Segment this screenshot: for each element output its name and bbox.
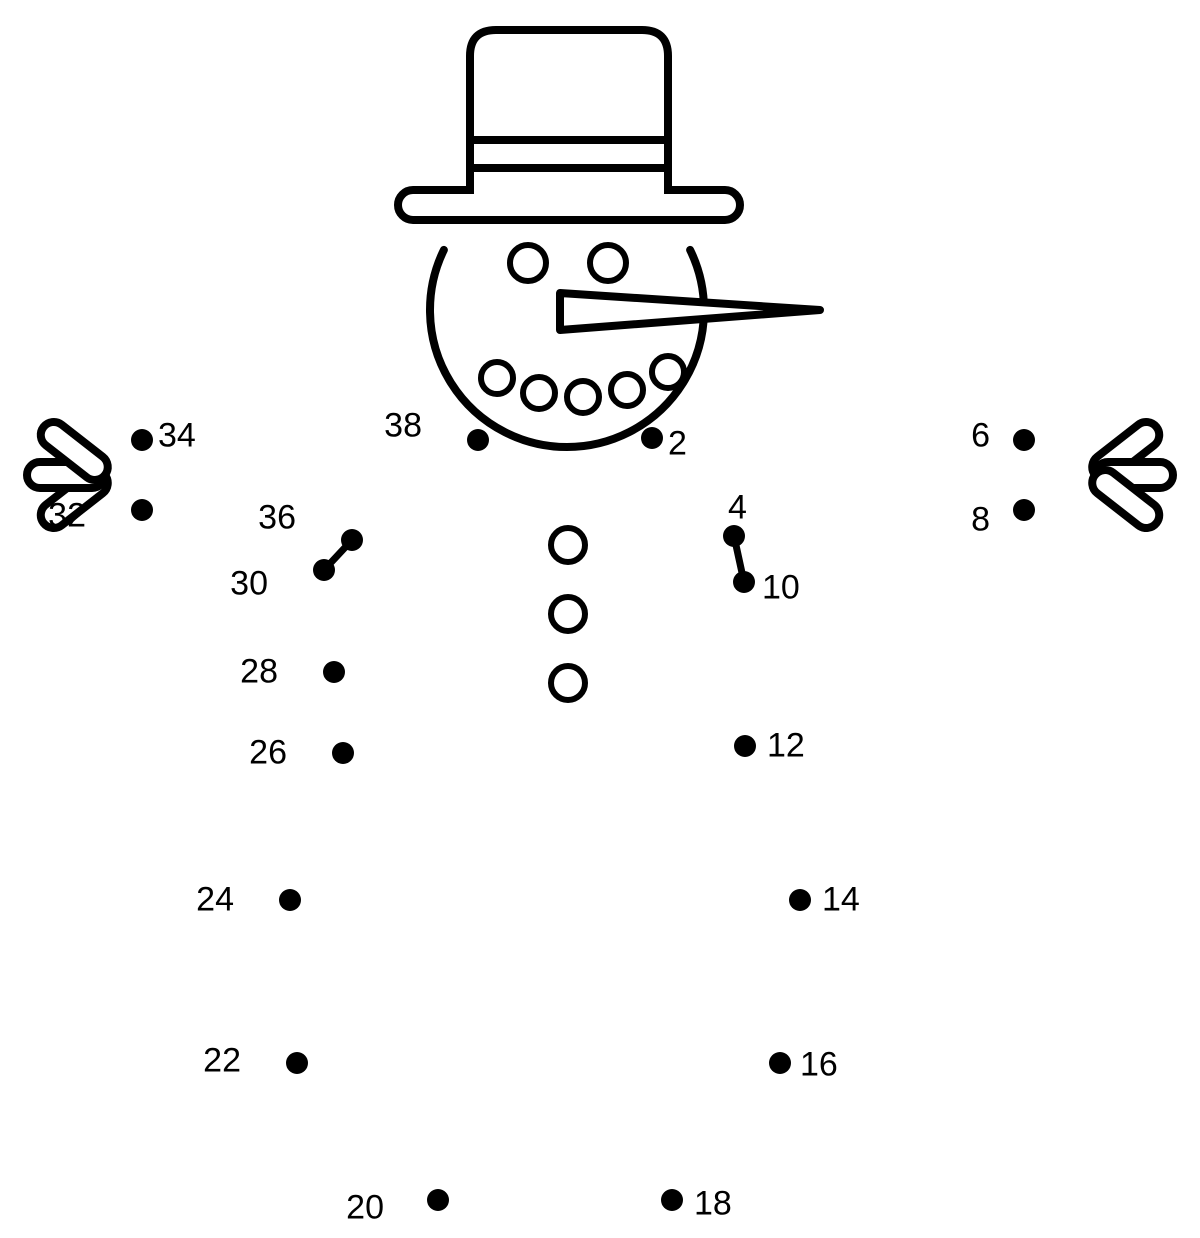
dot-22 [286, 1052, 308, 1074]
ring [548, 525, 588, 565]
dot-label-28: 28 [240, 653, 278, 692]
puzzle-canvas: 2468101214161820222426283032343638 [0, 0, 1200, 1238]
dot-4 [723, 525, 745, 547]
dot-label-36: 36 [258, 499, 296, 538]
carrot-nose [560, 293, 820, 330]
dot-label-20: 20 [346, 1189, 384, 1228]
dot-label-4: 4 [728, 489, 747, 528]
dot-label-10: 10 [762, 569, 800, 608]
dot-2 [641, 427, 663, 449]
dot-16 [769, 1052, 791, 1074]
ring [478, 359, 516, 397]
dot-label-26: 26 [249, 734, 287, 773]
right-hand [1087, 417, 1173, 534]
dot-label-14: 14 [822, 881, 860, 920]
dot-32 [131, 499, 153, 521]
dot-label-12: 12 [767, 727, 805, 766]
dot-label-22: 22 [203, 1042, 241, 1081]
ring [548, 594, 588, 634]
dot-34 [131, 429, 153, 451]
dot-36 [341, 529, 363, 551]
dot-10 [733, 571, 755, 593]
hat [398, 30, 740, 220]
dot-20 [427, 1189, 449, 1211]
dot-label-34: 34 [158, 417, 196, 456]
dot-connectors [324, 536, 744, 582]
ring [507, 242, 549, 284]
dot-38 [467, 429, 489, 451]
dot-12 [734, 735, 756, 757]
ring [608, 371, 646, 409]
ring [548, 663, 588, 703]
dot-24 [279, 889, 301, 911]
dot-label-24: 24 [196, 881, 234, 920]
dot-8 [1013, 499, 1035, 521]
ring [649, 353, 687, 391]
dot-label-16: 16 [800, 1046, 838, 1085]
dot-label-18: 18 [694, 1185, 732, 1224]
dot-label-2: 2 [668, 425, 687, 464]
dot-28 [323, 661, 345, 683]
dot-label-38: 38 [384, 407, 422, 446]
dot-label-32: 32 [48, 497, 86, 536]
ring [564, 378, 602, 416]
snowman-head [430, 250, 704, 447]
dot-30 [313, 559, 335, 581]
dot-label-6: 6 [971, 417, 990, 456]
dot-26 [332, 742, 354, 764]
dot-label-8: 8 [971, 501, 990, 540]
dot-14 [789, 889, 811, 911]
ring [520, 374, 558, 412]
line-art [0, 0, 1200, 1238]
dot-6 [1013, 429, 1035, 451]
dot-18 [661, 1189, 683, 1211]
ring [587, 242, 629, 284]
dot-label-30: 30 [230, 565, 268, 604]
